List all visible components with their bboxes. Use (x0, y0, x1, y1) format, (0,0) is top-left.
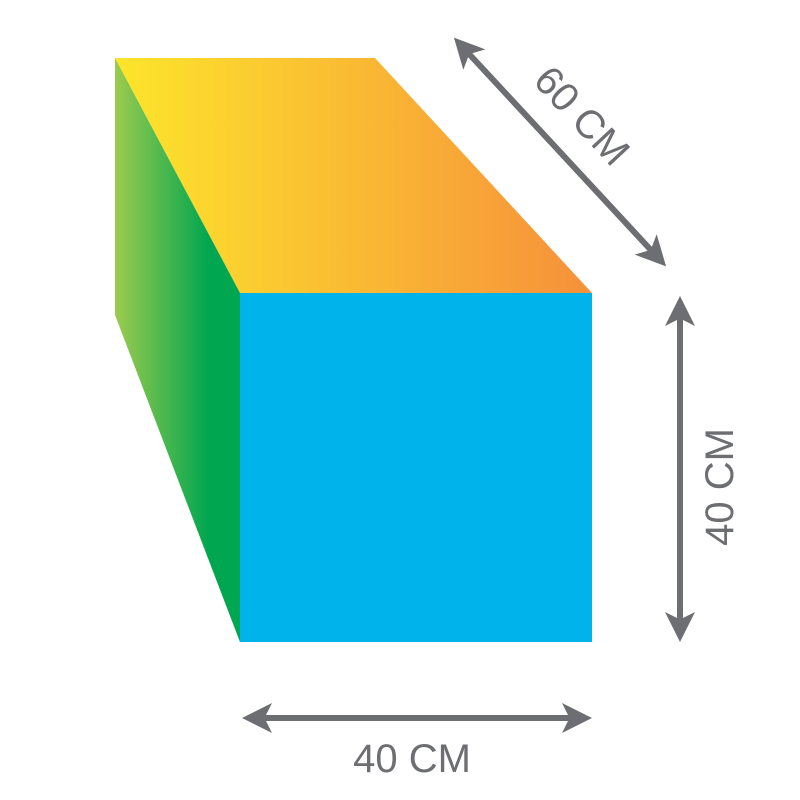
width-label: 40 CM (353, 737, 471, 781)
depth-arrow (453, 37, 667, 267)
depth-label: 60 CM (525, 58, 638, 174)
box-side-face (115, 58, 240, 642)
height-label: 40 CM (698, 428, 742, 546)
box-front-face (240, 293, 592, 642)
